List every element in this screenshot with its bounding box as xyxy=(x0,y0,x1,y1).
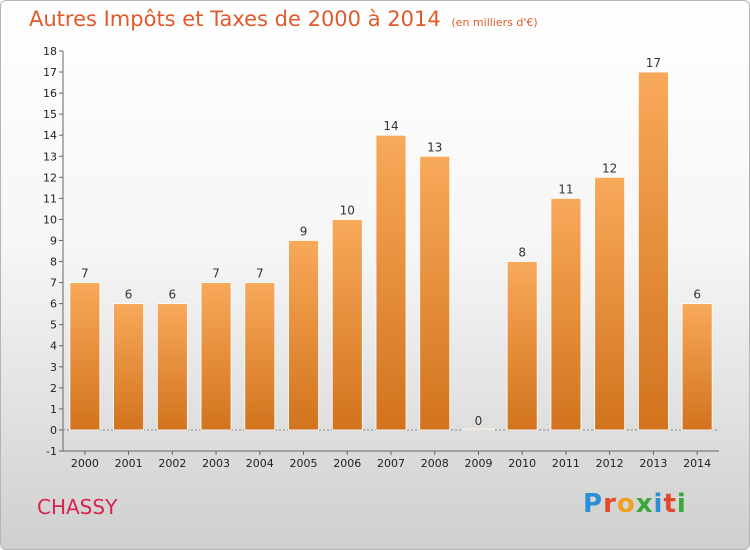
bar xyxy=(244,282,276,431)
bar xyxy=(506,261,538,431)
chart-title: Autres Impôts et Taxes de 2000 à 2014 (e… xyxy=(29,7,538,31)
bar xyxy=(156,303,188,431)
y-tick-label: 6 xyxy=(50,298,57,311)
logo-letter: o xyxy=(616,489,636,519)
y-tick-label: 17 xyxy=(43,66,57,79)
y-tick-label: 13 xyxy=(43,150,57,163)
y-tick-label: 7 xyxy=(50,277,57,290)
data-label: 7 xyxy=(256,267,264,281)
y-tick-label: 3 xyxy=(50,361,57,374)
bar xyxy=(638,71,669,431)
x-tick-label: 2002 xyxy=(158,457,186,470)
logo-letter: r xyxy=(603,489,617,519)
proxiti-logo: Proxiti xyxy=(583,489,687,519)
x-tick-label: 2009 xyxy=(464,457,492,470)
data-label: 6 xyxy=(125,288,133,302)
bar xyxy=(288,240,319,431)
bar xyxy=(419,155,451,431)
y-tick-label: 9 xyxy=(50,234,57,247)
y-tick-label: 18 xyxy=(43,45,57,58)
data-label: 9 xyxy=(300,224,308,238)
y-tick-label: 0 xyxy=(50,424,57,437)
x-tick-label: 2004 xyxy=(246,457,274,470)
x-tick-label: 2005 xyxy=(290,457,318,470)
data-label: 12 xyxy=(602,161,617,175)
x-tick-label: 2013 xyxy=(639,457,667,470)
city-name: CHASSY xyxy=(37,495,118,519)
y-tick-label: 14 xyxy=(43,129,57,142)
bar xyxy=(594,176,626,431)
y-tick-label: 4 xyxy=(50,340,57,353)
bar xyxy=(681,303,713,431)
chart-subtitle: (en milliers d'€) xyxy=(451,16,538,29)
chart-title-text: Autres Impôts et Taxes de 2000 à 2014 xyxy=(29,7,441,31)
x-tick-label: 2006 xyxy=(333,457,361,470)
logo-letter: t xyxy=(663,489,677,519)
data-label: 6 xyxy=(169,288,177,302)
y-tick-label: 8 xyxy=(50,256,57,269)
x-tick-label: 2003 xyxy=(202,457,230,470)
data-label: 14 xyxy=(383,119,398,133)
bar xyxy=(331,219,363,431)
bar xyxy=(113,303,144,431)
y-tick-label: 12 xyxy=(43,171,57,184)
logo-letter: P xyxy=(583,489,604,519)
logo-letter: x xyxy=(635,489,654,519)
bar xyxy=(200,282,232,431)
x-tick-label: 2012 xyxy=(596,457,624,470)
bar xyxy=(69,282,101,431)
y-tick-label: 16 xyxy=(43,87,57,100)
x-tick-label: 2011 xyxy=(552,457,580,470)
y-tick-label: 10 xyxy=(43,213,57,226)
y-tick-label: 5 xyxy=(50,319,57,332)
x-tick-label: 2014 xyxy=(683,457,711,470)
data-label: 11 xyxy=(558,182,573,196)
x-tick-label: 2000 xyxy=(71,457,99,470)
data-label: 10 xyxy=(340,203,355,217)
bar xyxy=(463,428,494,431)
y-tick-label: 2 xyxy=(50,382,57,395)
data-label: 6 xyxy=(693,288,701,302)
data-label: 7 xyxy=(81,267,89,281)
y-tick-label: -1 xyxy=(46,445,57,458)
x-tick-label: 2007 xyxy=(377,457,405,470)
y-tick-label: 1 xyxy=(50,403,57,416)
data-label: 13 xyxy=(427,140,442,154)
x-tick-label: 2010 xyxy=(508,457,536,470)
x-tick-label: 2008 xyxy=(421,457,449,470)
bar xyxy=(550,197,582,431)
y-tick-label: 15 xyxy=(43,108,57,121)
data-label: 8 xyxy=(518,246,526,260)
logo-letter: i xyxy=(653,489,664,519)
bar xyxy=(375,134,407,431)
data-label: 0 xyxy=(475,414,483,428)
data-label: 17 xyxy=(646,56,661,70)
y-tick-label: 11 xyxy=(43,192,57,205)
data-label: 7 xyxy=(212,267,220,281)
x-tick-label: 2001 xyxy=(115,457,143,470)
logo-letter: i xyxy=(676,489,687,519)
